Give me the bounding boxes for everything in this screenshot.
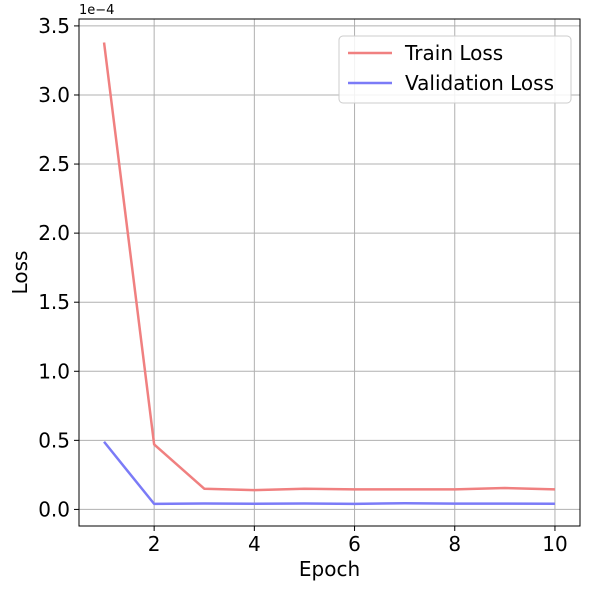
x-tick-label: 6 [348,532,361,556]
legend-label: Train Loss [404,41,503,65]
y-tick-label: 0.5 [38,428,70,452]
legend: Train Loss Validation Loss [338,35,572,104]
legend-box [338,35,572,104]
y-tick-label: 3.0 [38,83,70,107]
series-lines [102,42,555,506]
y-tick-label: 3.5 [38,14,70,38]
x-tick-label: 4 [248,532,261,556]
y-tick-label: 2.0 [38,221,70,245]
x-axis-label: Epoch [299,557,360,581]
y-tick-label: 0.0 [38,497,70,521]
y-offset-label: 1e−4 [79,3,114,18]
x-tick-label: 10 [542,532,567,556]
plot-frame [78,18,581,527]
ticks: 2 4 6 8 10 0.0 0.5 1.0 1.5 2.0 2.5 3.0 3.5 [38,14,567,556]
y-axis-label: Loss [8,251,32,295]
y-tick-label: 1.0 [38,359,70,383]
y-tick-label: 1.5 [38,290,70,314]
legend-label: Validation Loss [405,71,554,95]
x-tick-label: 2 [148,532,161,556]
validation-loss-line [103,440,555,506]
train-loss-line [102,42,555,492]
x-tick-label: 8 [448,532,461,556]
y-tick-label: 2.5 [38,152,70,176]
